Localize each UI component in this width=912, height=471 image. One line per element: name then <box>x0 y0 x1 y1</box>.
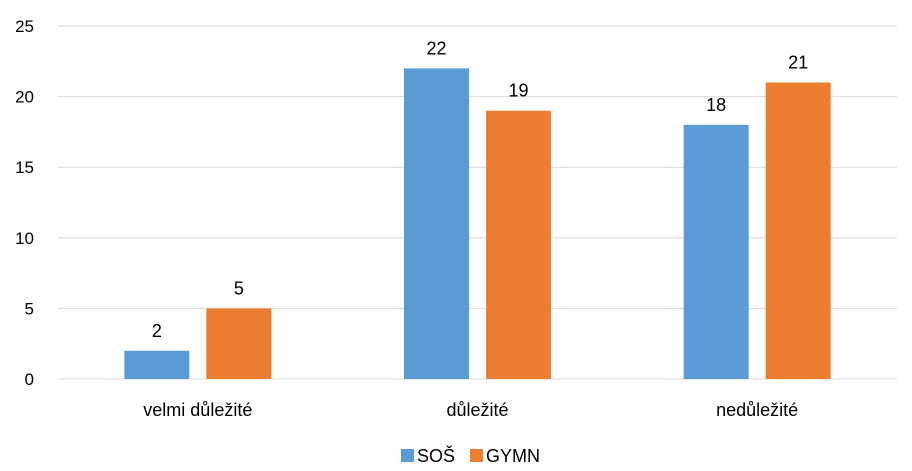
data-label: 21 <box>788 52 808 72</box>
bar-SOŠ-0 <box>124 350 190 379</box>
category-labels: velmi důležité důležité nedůležité <box>143 400 798 420</box>
bar-GYMN-1 <box>486 110 551 379</box>
legend-swatch-SOŠ <box>401 449 414 462</box>
data-label: 18 <box>706 95 726 115</box>
y-tick-label: 0 <box>25 370 34 389</box>
category-label: velmi důležité <box>143 400 252 420</box>
bar-SOŠ-2 <box>683 124 749 379</box>
y-tick-label: 5 <box>25 299 34 318</box>
y-tick-label: 20 <box>15 88 34 107</box>
bar-GYMN-0 <box>206 308 272 379</box>
y-tick-label: 25 <box>15 17 34 36</box>
data-label: 22 <box>426 38 446 58</box>
y-tick-label: 15 <box>15 158 34 177</box>
bars <box>124 68 831 380</box>
category-label: nedůležité <box>716 400 798 420</box>
data-label: 19 <box>508 81 528 101</box>
category-label: důležité <box>446 400 508 420</box>
y-tick-label: 10 <box>15 229 34 248</box>
legend: SOŠ GYMN <box>401 445 540 466</box>
bar-GYMN-2 <box>765 82 831 379</box>
data-label: 2 <box>152 321 162 341</box>
legend-label: GYMN <box>486 446 540 466</box>
bar-SOŠ-1 <box>404 68 469 380</box>
data-label: 5 <box>234 278 244 298</box>
legend-swatch-GYMN <box>470 449 483 462</box>
y-axis-ticks: 0 5 10 15 20 25 <box>15 17 34 389</box>
gridlines <box>58 25 897 380</box>
legend-label: SOŠ <box>417 445 455 466</box>
